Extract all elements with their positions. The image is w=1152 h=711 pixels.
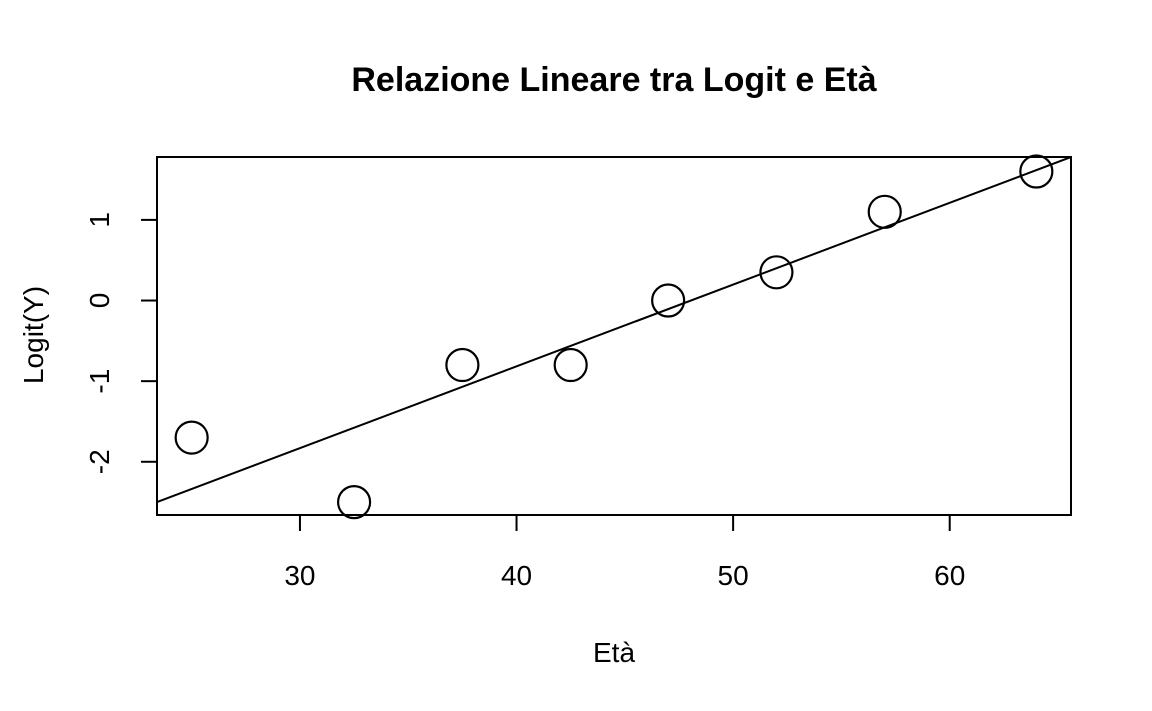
y-axis-label: Logit(Y) <box>18 286 49 384</box>
data-point <box>174 420 209 455</box>
x-axis-label: Età <box>593 637 635 668</box>
x-tick-label: 60 <box>934 560 965 591</box>
y-tick-label: 1 <box>84 212 115 228</box>
points-layer <box>174 154 1054 520</box>
data-point <box>1019 154 1054 189</box>
data-point <box>553 347 588 383</box>
y-axis: -2 -1 0 1 <box>84 212 158 474</box>
x-axis: 30 40 50 60 <box>284 514 965 591</box>
plot-frame <box>156 156 1072 516</box>
y-tick-label: -2 <box>84 449 115 474</box>
x-tick-label: 30 <box>284 560 315 591</box>
data-point <box>651 283 686 318</box>
chart-title: Relazione Lineare tra Logit e Età <box>351 61 876 99</box>
data-point <box>759 255 794 290</box>
y-tick-label: 0 <box>84 293 115 309</box>
data-point <box>336 484 372 520</box>
data-point <box>867 194 902 229</box>
data-point <box>445 347 480 383</box>
fit-line-layer <box>157 157 1071 504</box>
y-tick-label: -1 <box>84 369 115 394</box>
x-tick-label: 50 <box>718 560 749 591</box>
regression-line <box>157 157 1071 504</box>
x-tick-label: 40 <box>501 560 532 591</box>
